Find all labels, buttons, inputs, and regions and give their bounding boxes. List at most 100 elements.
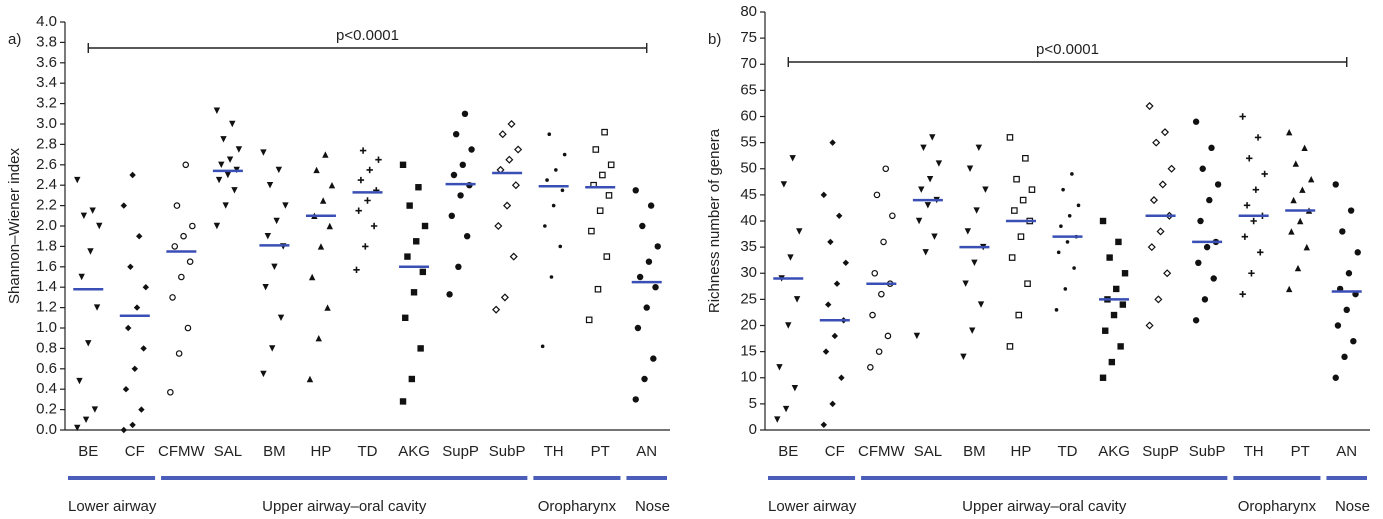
- y-tick-label: 3.4: [36, 74, 57, 91]
- point: [129, 171, 136, 179]
- point: [1106, 254, 1113, 261]
- point: [1017, 233, 1025, 240]
- panel-label: a): [8, 31, 21, 48]
- point: [362, 243, 369, 250]
- point: [1345, 270, 1353, 277]
- x-tick-label: AN: [1336, 443, 1357, 460]
- point: [929, 134, 936, 141]
- y-tick-label: 10: [740, 369, 757, 386]
- point: [1197, 217, 1204, 225]
- point: [867, 363, 874, 371]
- region-label: Lower airway: [768, 498, 857, 515]
- point: [869, 311, 876, 319]
- point: [1252, 186, 1260, 193]
- point: [85, 340, 92, 347]
- point: [1160, 128, 1170, 137]
- point: [96, 222, 103, 230]
- point: [353, 266, 360, 274]
- significance-bracket: [87, 43, 648, 53]
- y-tick-label: 4.0: [36, 13, 57, 30]
- point: [1117, 343, 1124, 350]
- point: [182, 161, 190, 169]
- y-tick-label: 25: [740, 290, 757, 307]
- point: [825, 301, 832, 308]
- point: [1167, 164, 1176, 173]
- point: [1022, 155, 1029, 162]
- point: [186, 258, 194, 266]
- y-tick-label: 20: [740, 316, 757, 333]
- point: [969, 327, 976, 334]
- x-tick-label: TH: [1244, 443, 1264, 460]
- point: [789, 155, 796, 162]
- point: [459, 161, 466, 168]
- point: [562, 152, 567, 157]
- point: [494, 221, 503, 231]
- point: [1347, 207, 1355, 214]
- point: [1145, 102, 1154, 111]
- point: [500, 293, 509, 302]
- point: [599, 171, 606, 179]
- point: [1149, 196, 1159, 205]
- point: [455, 263, 462, 270]
- x-tick-label: AKG: [398, 443, 430, 460]
- x-tick-label: CF: [125, 443, 145, 460]
- point: [498, 130, 507, 139]
- annotation: p<0.0001: [1036, 41, 1099, 58]
- point: [359, 147, 367, 154]
- point: [1158, 180, 1167, 189]
- point: [1261, 170, 1268, 178]
- y-tick-label: 1.2: [36, 299, 57, 316]
- y-tick-label: 65: [740, 81, 757, 98]
- y-tick-label: 1.6: [36, 258, 57, 275]
- point: [1028, 186, 1036, 193]
- point: [918, 186, 925, 193]
- region-label: Lower airway: [68, 498, 157, 515]
- point: [406, 202, 413, 209]
- point: [545, 178, 549, 182]
- point: [1354, 249, 1361, 256]
- y-tick-label: 80: [740, 3, 757, 20]
- point: [836, 212, 843, 219]
- panel-label: b): [708, 31, 721, 48]
- point: [782, 405, 790, 413]
- point: [776, 364, 783, 371]
- point: [260, 370, 267, 378]
- point: [558, 244, 563, 249]
- point: [1296, 217, 1304, 225]
- x-tick-label: HP: [311, 443, 332, 460]
- point: [1350, 337, 1357, 345]
- point: [913, 332, 921, 340]
- point: [503, 201, 512, 210]
- point: [654, 243, 661, 250]
- point: [1199, 165, 1206, 172]
- point: [463, 233, 471, 240]
- point: [122, 386, 130, 393]
- y-tick-label: 1.0: [36, 319, 57, 336]
- point: [962, 280, 969, 287]
- point: [785, 322, 792, 329]
- point: [833, 280, 841, 287]
- region-label: Upper airway–oral cavity: [262, 498, 427, 515]
- x-tick-label: BE: [78, 443, 98, 460]
- point: [1152, 138, 1161, 147]
- point: [180, 232, 187, 240]
- point: [774, 416, 781, 423]
- point: [871, 269, 879, 277]
- point: [171, 243, 179, 250]
- point: [1192, 118, 1200, 125]
- x-tick-label: SubP: [489, 443, 526, 460]
- point: [1154, 295, 1163, 304]
- point: [1102, 327, 1109, 334]
- point: [315, 335, 322, 342]
- point: [129, 421, 136, 429]
- y-tick-label: 5: [749, 395, 757, 412]
- point: [1110, 311, 1118, 319]
- point: [169, 294, 176, 301]
- point: [594, 285, 602, 293]
- point: [966, 165, 974, 172]
- point: [1121, 270, 1129, 277]
- x-tick-label: AKG: [1098, 443, 1130, 460]
- point: [873, 191, 881, 199]
- y-tick-label: 1.8: [36, 237, 57, 254]
- x-tick-label: BM: [963, 443, 986, 460]
